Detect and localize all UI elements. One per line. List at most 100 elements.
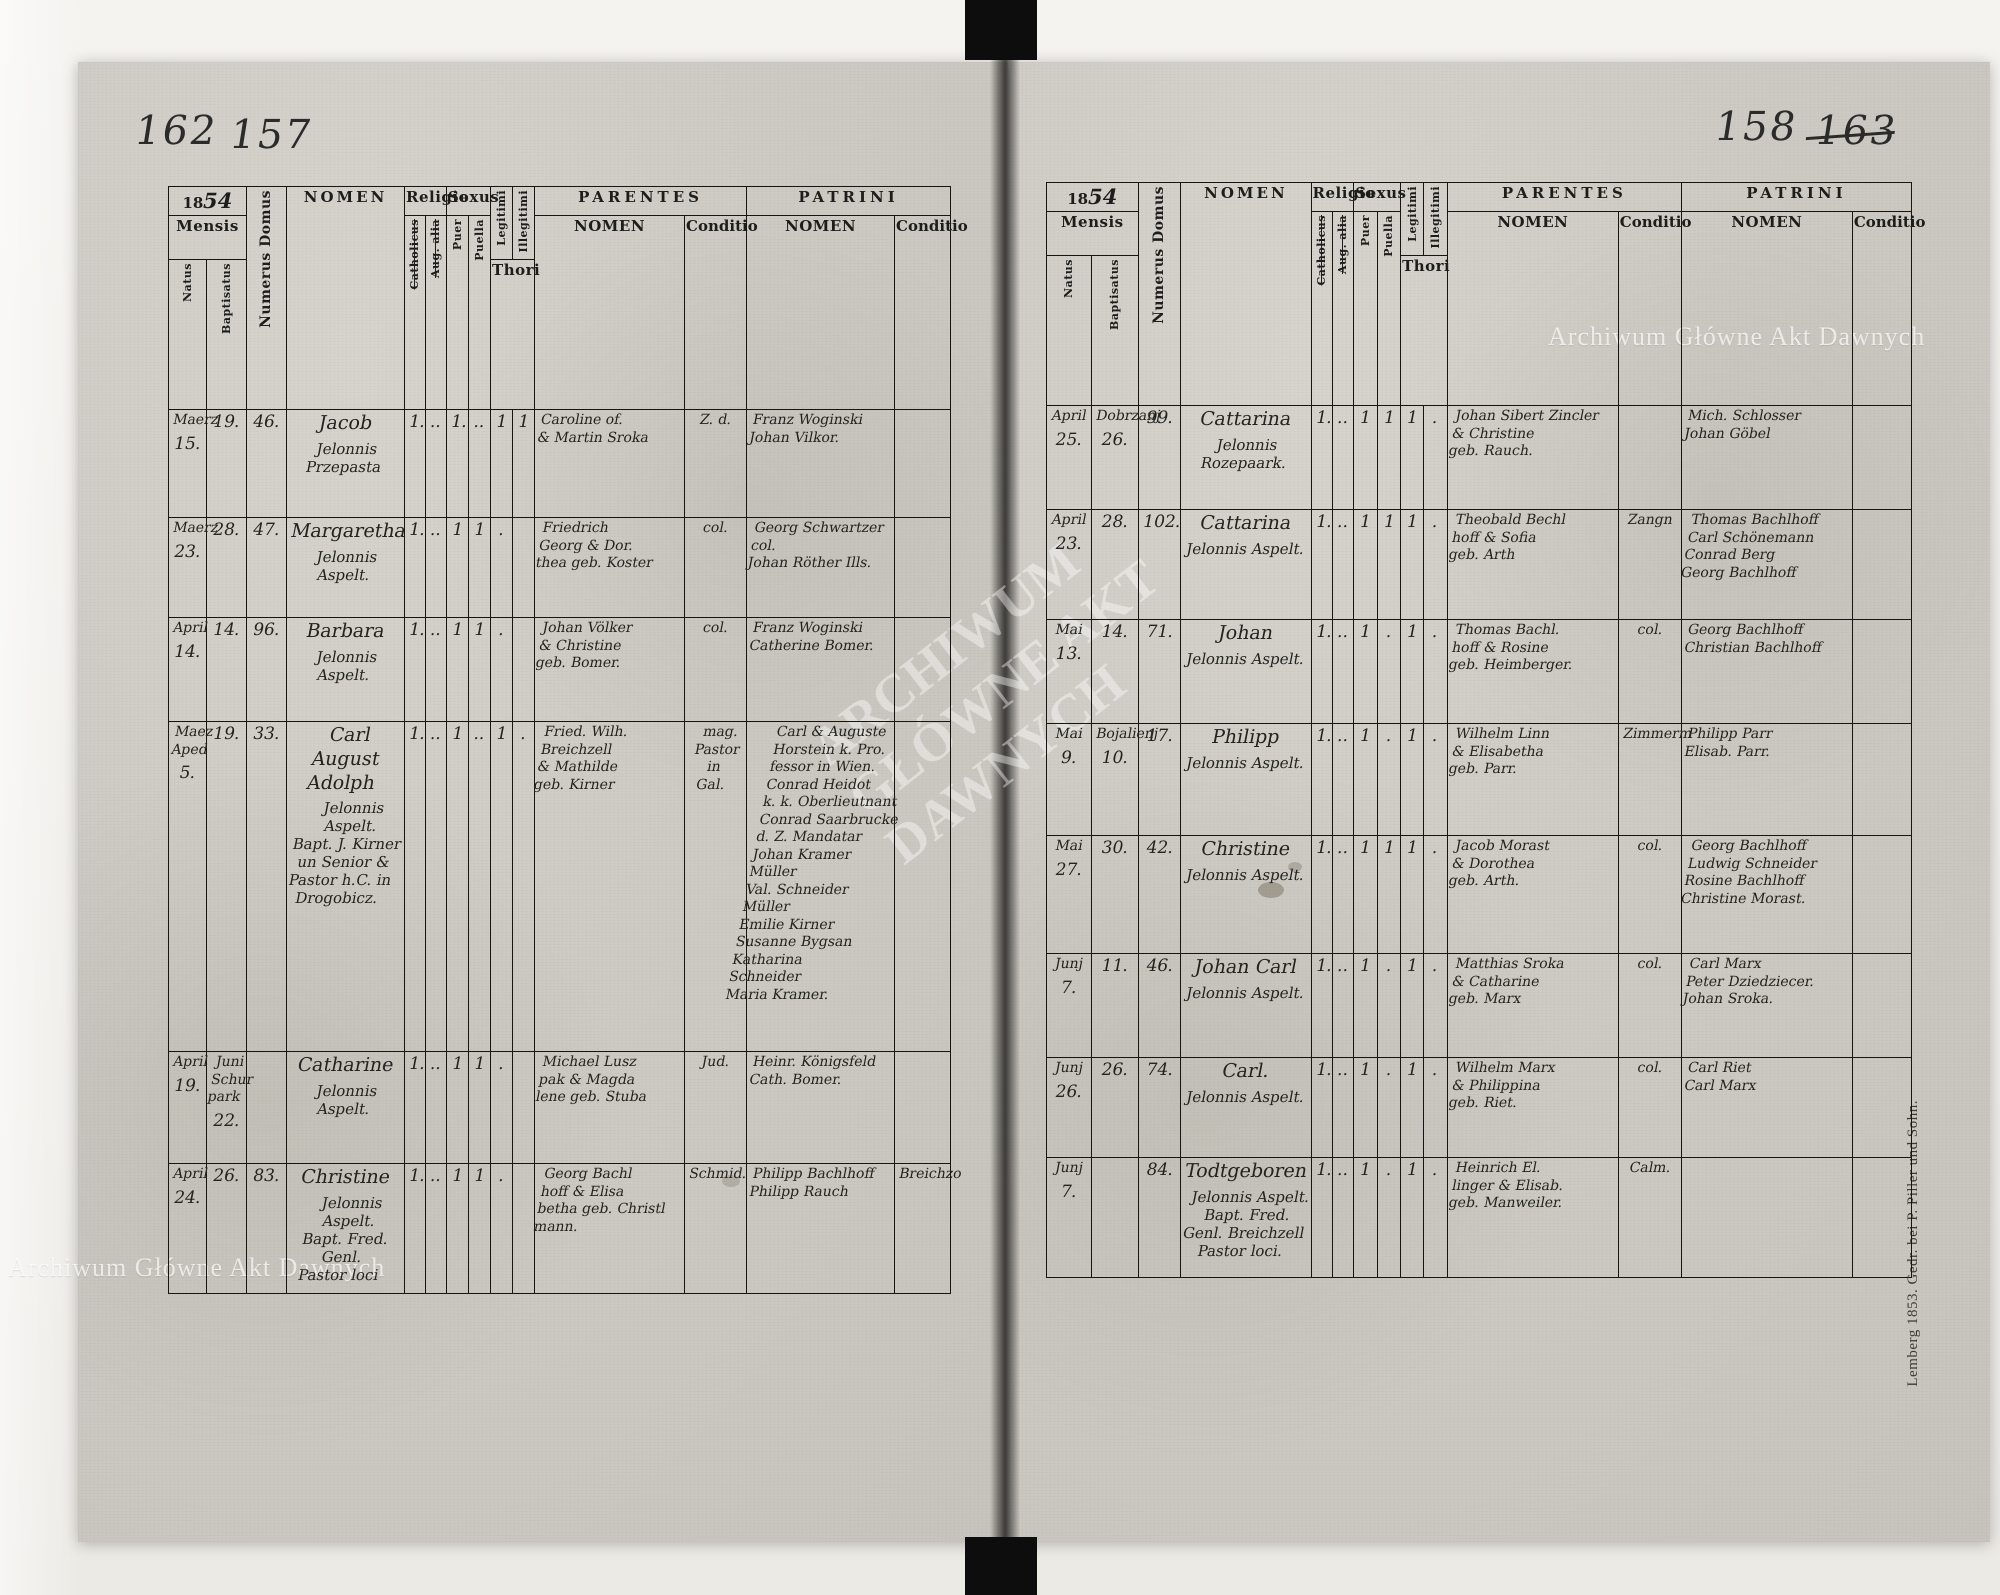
- header-year: 1854: [167, 185, 248, 217]
- header-patrini-conditio: Conditio: [1851, 211, 1925, 407]
- cell-natus: April 23.: [1046, 509, 1092, 621]
- cell-parentes-conditio: col.: [1617, 619, 1682, 725]
- header-religio-catholicus-label: Catholicus: [1314, 215, 1328, 286]
- cell-parentes-conditio: col.: [1617, 835, 1682, 955]
- cell-natus: Maerz 15.: [168, 409, 220, 519]
- header-religio-catholicus: Catholicus: [404, 215, 427, 411]
- cell-parentes-nomen: Wilhelm Linn & Elisabetha geb. Parr.: [1446, 723, 1619, 837]
- cell-patrini-nomen: Georg Bachlhoff Christian Bachlhoff: [1680, 619, 1853, 725]
- cell-parentes-conditio: Jud.: [684, 1051, 748, 1165]
- cell-puer: 1: [1353, 405, 1378, 511]
- cell-puer: 1.: [446, 409, 469, 519]
- cell-parentes-nomen: Johan Sibert Zincler & Christine geb. Rauc…: [1446, 405, 1619, 511]
- cell-nomen: Margaretha Jelonnis Aspelt.: [286, 517, 408, 619]
- cell-baptisatus: Bojalienj 10.: [1090, 723, 1159, 837]
- header-puella-label: Puella: [1382, 215, 1396, 257]
- cell-numerus-domus: 42.: [1137, 835, 1182, 955]
- cell-religio-aug: ..: [425, 617, 448, 723]
- header-year: 1854: [1046, 181, 1139, 213]
- cell-religio-catholicus: 1.: [1310, 1157, 1334, 1279]
- cell-religio-aug: ..: [1331, 723, 1355, 837]
- table-row[interactable]: Maez Aped 5. 19. 33. Carl August Adolph Jelon…: [168, 721, 952, 1053]
- cell-religio-catholicus: 1.: [1310, 619, 1334, 725]
- baptism-note: Jelonnis Aspelt.: [1185, 865, 1307, 884]
- cell-illegitimi: .: [1423, 835, 1448, 955]
- cell-parentes-conditio: Calm.: [1617, 1157, 1682, 1279]
- cell-natus: Mai 9.: [1046, 723, 1092, 837]
- cell-numerus-domus: 74.: [1137, 1057, 1182, 1159]
- cell-parentes-conditio: col.: [684, 517, 748, 619]
- folio-left-current: 157: [226, 112, 317, 158]
- header-puella: Puella: [468, 215, 492, 411]
- cell-nomen: Cattarina Jelonnis Aspelt.: [1180, 509, 1312, 621]
- header-parentes-nomen: NOMEN: [1446, 211, 1619, 407]
- table-row[interactable]: April 14. 14. 96. Barbara Jelonnis Aspelt. 1..…: [168, 617, 952, 723]
- cell-patrini-conditio: [1851, 1057, 1913, 1159]
- baptism-note: Jelonnis Aspelt.: [1185, 983, 1307, 1002]
- cell-puer: 1: [446, 617, 470, 723]
- table-row[interactable]: April 25. Dobrzanj 26. 99. Cattarina Jelonnis …: [1046, 405, 1913, 511]
- cell-patrini-conditio: [1851, 619, 1913, 725]
- table-row[interactable]: Mai 13. 14. 71. Johan Jelonnis Aspelt. 1... 1. 1…: [1046, 619, 1913, 725]
- cell-nomen: Christine Jelonnis Aspelt. Bapt. Fred. Gen…: [286, 1163, 406, 1295]
- table-row[interactable]: Maerz 23. 28. 47. Margaretha Jelonnis Aspelt.…: [168, 517, 952, 619]
- cell-puer: 1: [446, 517, 470, 619]
- cell-religio-catholicus: 1.: [1310, 405, 1334, 511]
- cell-baptisatus: 28.: [205, 517, 248, 619]
- cell-patrini-nomen: Franz Woginski Johan Vilkor.: [746, 409, 896, 519]
- table-row[interactable]: April 23. 28. 102. Cattarina Jelonnis Aspelt.…: [1046, 509, 1913, 621]
- cell-natus: Junj 7.: [1046, 953, 1092, 1059]
- cell-nomen: Johan Carl Jelonnis Aspelt.: [1180, 953, 1312, 1059]
- cell-puer: 1: [1353, 1157, 1378, 1279]
- cell-religio-aug: ..: [1331, 835, 1355, 955]
- cell-religio-catholicus: 1.: [1310, 509, 1334, 621]
- header-nomen: NOMEN: [286, 185, 406, 411]
- cell-legitimi: 1: [490, 409, 514, 519]
- baptism-note: Jelonnis Aspelt. Bapt. Fred. Genl. Pastor …: [296, 1193, 391, 1284]
- header-numerus-domus: Numerus Domus: [246, 185, 288, 411]
- cell-baptisatus: 11.: [1090, 953, 1139, 1059]
- cell-religio-catholicus: 1.: [404, 721, 427, 1053]
- header-patrini-nomen: NOMEN: [1680, 211, 1853, 407]
- cell-puer: 1: [1353, 835, 1378, 955]
- cell-natus: April 25.: [1046, 405, 1092, 511]
- cell-nomen: Todtgeboren Jelonnis Aspelt. Bapt. Fred. G…: [1180, 1157, 1312, 1279]
- table-row[interactable]: April 24. 26. 83. Christine Jelonnis Aspelt. B…: [168, 1163, 963, 1295]
- cell-legitimi: 1: [1400, 1157, 1425, 1279]
- cell-legitimi: 1: [1400, 509, 1425, 621]
- cell-patrini-nomen: Philipp Parr Elisab. Parr.: [1680, 723, 1853, 837]
- cell-religio-aug: ..: [425, 721, 448, 1053]
- cell-baptisatus: 14.: [205, 617, 248, 723]
- cell-religio-aug: ..: [1331, 953, 1355, 1059]
- table-row[interactable]: Mai 27. 30. 42. Christine Jelonnis Aspelt. 1..…: [1046, 835, 1913, 955]
- table-row[interactable]: Maerz 15. 19. 46. Jacob Jelonnis Przepasta 1..…: [168, 409, 952, 519]
- baptism-note: Jelonnis Aspelt.: [1185, 539, 1307, 558]
- cell-parentes-nomen: Heinrich El. linger & Elisab. geb. Manweil…: [1446, 1157, 1619, 1279]
- header-mensis: Mensis: [1046, 211, 1139, 257]
- cell-parentes-nomen: Georg Bachl hoff & Elisa betha geb. Christ…: [533, 1163, 686, 1295]
- cell-legitimi: 1: [1400, 1057, 1425, 1159]
- cell-parentes-nomen: Caroline of. & Martin Sroka: [534, 409, 686, 519]
- table-row[interactable]: April 19. Juni Schur park 22. Catharine Jelon…: [168, 1051, 952, 1165]
- table-row[interactable]: Junj 26. 26. 74. Carl. Jelonnis Aspelt. 1... 1.…: [1046, 1057, 1913, 1159]
- header-natus: Natus: [168, 259, 207, 411]
- cell-puella: 1: [468, 1163, 492, 1295]
- cell-parentes-conditio: col.: [1617, 1057, 1682, 1159]
- cell-baptisatus: 26.: [1090, 1057, 1139, 1159]
- header-puer-label: Puer: [450, 219, 464, 251]
- cell-religio-aug: ..: [1331, 619, 1355, 725]
- header-thori-label: Thori: [492, 261, 541, 280]
- cell-baptisatus: 19.: [205, 409, 248, 519]
- table-row[interactable]: Junj 7. 84. Todtgeboren Jelonnis Aspelt. Bapt…: [1046, 1157, 1913, 1279]
- cell-patrini-conditio: [1851, 723, 1913, 837]
- cell-patrini-nomen: Georg Bachlhoff Ludwig Schneider Rosine Ba…: [1679, 835, 1853, 955]
- table-row[interactable]: Junj 7. 11. 46. Johan Carl Jelonnis Aspelt. 1.…: [1046, 953, 1913, 1059]
- register-rows-right: April 25. Dobrzanj 26. 99. Cattarina Jelonnis …: [1046, 405, 1913, 1279]
- cell-patrini-nomen: Heinr. Königsfeld Cath. Bomer.: [746, 1051, 896, 1165]
- cell-religio-aug: ..: [1331, 405, 1355, 511]
- header-thori-label: Thori: [1402, 257, 1451, 276]
- table-row[interactable]: Mai 9. Bojalienj 10. 17. Philipp Jelonnis Aspe…: [1046, 723, 1913, 837]
- cell-natus: April 14.: [168, 617, 209, 723]
- header-legitimi-label: Legitimi: [494, 190, 508, 246]
